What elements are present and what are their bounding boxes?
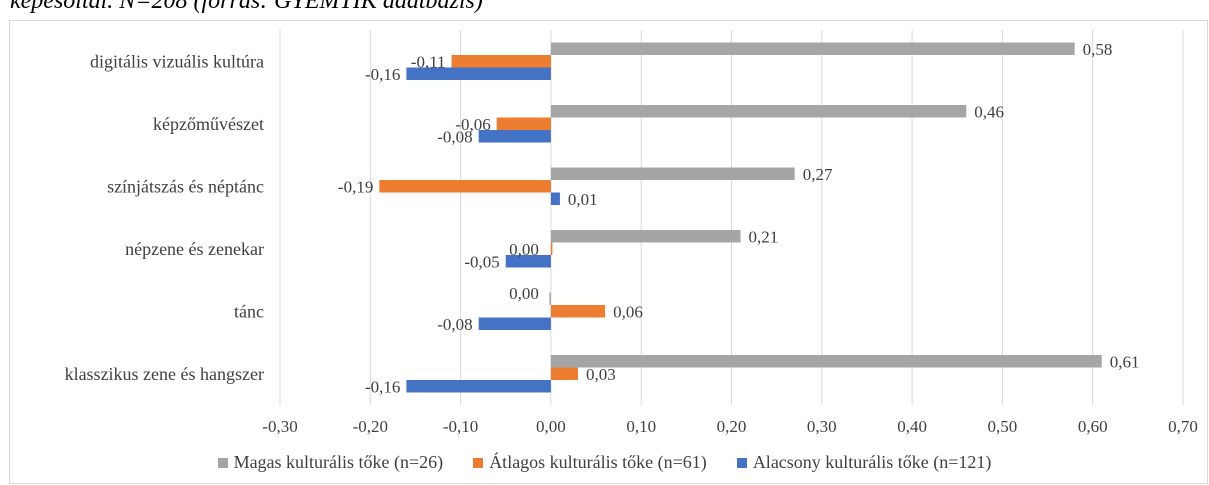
legend-item: Alacsony kulturális tőke (n=121) [736, 452, 992, 473]
bar [478, 130, 551, 143]
data-label: -0,08 [437, 315, 472, 334]
data-label: 0,03 [586, 365, 616, 384]
legend-label: Átlagos kulturális tőke (n=61) [489, 452, 707, 472]
data-label: -0,06 [455, 115, 490, 134]
data-label: -0,19 [338, 177, 373, 196]
data-label: 0,58 [1083, 40, 1113, 59]
category-label: képzőművészet [153, 114, 264, 134]
bar [550, 242, 553, 255]
legend-swatch [217, 457, 228, 468]
bar [496, 117, 551, 130]
x-tick-label: -0,30 [262, 417, 297, 436]
bar [550, 42, 1075, 55]
data-label: -0,16 [365, 377, 400, 396]
x-tick-label: -0,20 [353, 417, 388, 436]
data-label: 0,00 [509, 284, 539, 303]
legend-swatch [473, 457, 484, 468]
x-tick-label: 0,40 [897, 417, 927, 436]
bar [550, 105, 967, 118]
figure-caption: képesoltal. N=208 (forrás: GYEMTIK adatb… [10, 0, 483, 14]
bar [478, 317, 551, 330]
x-tick-label: 0,10 [626, 417, 656, 436]
data-label: 0,27 [803, 165, 833, 184]
category-label: klasszikus zene és hangszer [65, 364, 264, 384]
bar [550, 230, 741, 243]
x-axis-tick-labels: -0,30 -0,20 -0,10 0,00 0,10 0,20 0,30 0,40 0,50 0… [262, 417, 1198, 436]
data-label: 0,21 [749, 227, 779, 246]
bar [406, 380, 551, 393]
x-tick-label: 0,00 [536, 417, 566, 436]
data-label: -0,05 [464, 252, 499, 271]
bar [550, 355, 1102, 368]
x-tick-label: 0,30 [807, 417, 837, 436]
data-label: 0,61 [1110, 352, 1140, 371]
bar [550, 305, 606, 318]
legend-label: Alacsony kulturális tőke (n=121) [752, 452, 992, 472]
category-labels: digitális vizuális kultúra képzőművészet s… [65, 51, 264, 384]
data-label: 0,01 [568, 190, 598, 209]
bar [550, 192, 560, 205]
x-tick-label: 0,60 [1078, 417, 1108, 436]
bars [379, 42, 1102, 393]
bar [379, 180, 551, 193]
data-label: 0,46 [974, 102, 1004, 121]
bar [549, 292, 551, 305]
category-label: népzene és zenekar [125, 239, 264, 259]
data-label: 0,00 [509, 240, 539, 259]
data-label: -0,08 [437, 127, 472, 146]
bar [451, 55, 551, 68]
category-label: tánc [234, 301, 264, 321]
legend-swatch [736, 457, 747, 468]
bar [406, 67, 551, 80]
gridlines [279, 30, 1184, 405]
legend-label: Magas kulturális tőke (n=26) [233, 452, 444, 472]
category-label: színjátszás és néptánc [107, 176, 264, 196]
legend-item: Átlagos kulturális tőke (n=61) [473, 452, 707, 473]
bar [505, 255, 551, 268]
data-label: -0,11 [411, 52, 446, 71]
x-tick-label: 0,20 [717, 417, 747, 436]
x-tick-label: 0,70 [1168, 417, 1198, 436]
legend-item: Magas kulturális tőke (n=26) [217, 452, 444, 473]
category-label: digitális vizuális kultúra [90, 51, 264, 71]
data-label: 0,06 [613, 302, 643, 321]
data-labels: 0,58-0,11-0,160,46-0,06-0,080,27-0,190,0… [338, 40, 1140, 397]
bar [550, 367, 578, 380]
x-tick-label: -0,10 [443, 417, 478, 436]
bar [550, 167, 795, 180]
data-label: -0,16 [365, 65, 400, 84]
legend: Magas kulturális tőke (n=26) Átlagos kult… [0, 452, 1209, 473]
chart-frame [9, 20, 1208, 484]
x-tick-label: 0,50 [988, 417, 1018, 436]
